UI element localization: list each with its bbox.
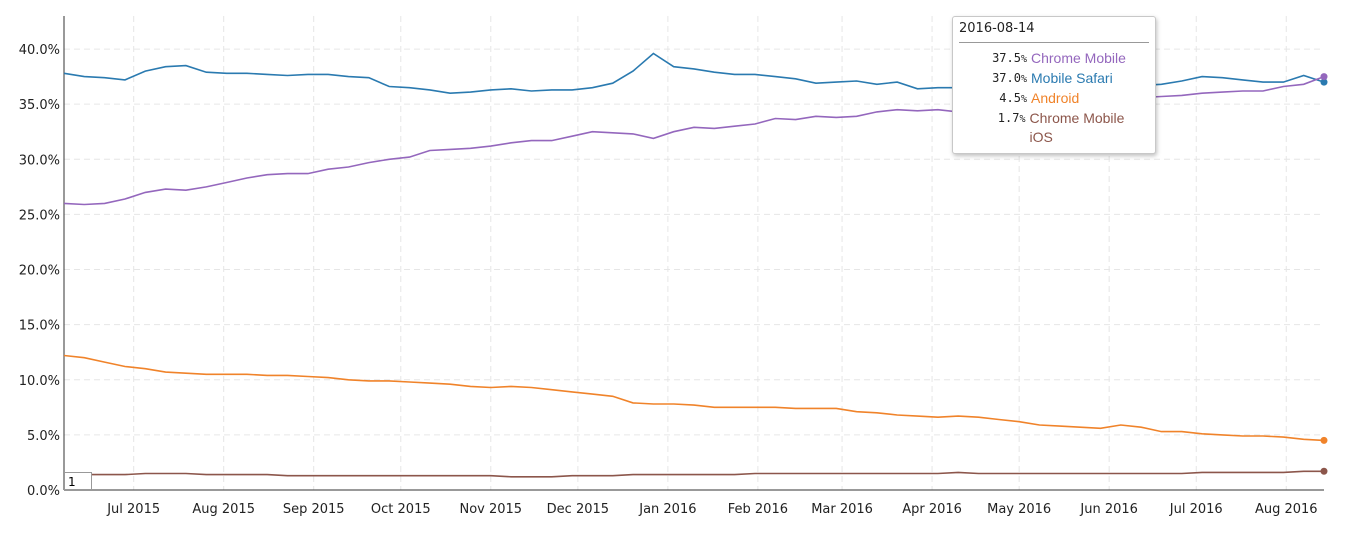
tooltip-value: 37.0% <box>992 71 1027 85</box>
tooltip-series-name: Mobile Safari <box>1031 70 1113 86</box>
tooltip-row: 37.5% Chrome Mobile <box>959 49 1149 69</box>
axes: 0.0% 5.0% 10.0% 15.0% 20.0% 25.0% 30.0% 35.0% 40… <box>19 16 1324 517</box>
grid-lines <box>64 16 1324 490</box>
tooltip-date: 2016-08-14 <box>959 21 1149 43</box>
x-tick-label: Sep 2015 <box>283 502 345 517</box>
series-line-android <box>63 354 1325 442</box>
y-tick-label: 40.0% <box>19 43 60 58</box>
x-tick-label: Nov 2015 <box>459 502 522 517</box>
y-tick-label: 0.0% <box>27 484 60 499</box>
x-tick-label: Oct 2015 <box>371 502 431 517</box>
tooltip-row: 37.0% Mobile Safari <box>959 69 1149 89</box>
x-tick-label: Apr 2016 <box>902 502 962 517</box>
y-tick-label: 15.0% <box>19 319 60 334</box>
y-tick-label: 5.0% <box>27 429 60 444</box>
hover-tooltip: 2016-08-14 37.5% Chrome Mobile 37.0% Mobile… <box>952 16 1156 154</box>
tooltip-series-name: Android <box>1031 90 1080 106</box>
x-tick-label: Jun 2016 <box>1079 502 1138 517</box>
x-tick-label: Jul 2016 <box>1169 502 1223 517</box>
x-tick-label: Feb 2016 <box>728 502 788 517</box>
series-line-chrome-mobile-ios <box>64 470 1324 478</box>
tooltip-series-name: Chrome Mobile iOS <box>1029 110 1125 145</box>
series-markers <box>1320 73 1328 475</box>
y-tick-label: 10.0% <box>19 374 60 389</box>
y-tick-label: 30.0% <box>19 153 60 168</box>
tooltip-unit: % <box>1019 114 1026 125</box>
y-tick-label: 20.0% <box>19 264 60 279</box>
x-tick-label: Jul 2015 <box>106 502 160 517</box>
tooltip-value: 4.5% <box>999 91 1027 105</box>
series-marker-mobile-safari <box>1320 78 1328 86</box>
tooltip-value: 37.5% <box>992 51 1027 65</box>
y-tick-label: 35.0% <box>19 98 60 113</box>
tooltip-value: 1.7% <box>997 111 1026 125</box>
x-tick-label: May 2016 <box>987 502 1051 517</box>
tooltip-series-name: Chrome Mobile <box>1031 50 1126 66</box>
series-marker-chrome-mobile <box>1320 73 1328 81</box>
rolling-period-input[interactable]: 1 <box>64 472 92 490</box>
series-marker-chrome-mobile-ios <box>1320 467 1328 475</box>
y-tick-label: 25.0% <box>19 208 60 223</box>
x-tick-label: Aug 2015 <box>192 502 255 517</box>
tooltip-unit: % <box>1020 94 1027 105</box>
tooltip-unit: % <box>1020 74 1027 85</box>
x-tick-label: Dec 2015 <box>547 502 609 517</box>
x-tick-label: Mar 2016 <box>811 502 873 517</box>
x-tick-label: Aug 2016 <box>1255 502 1318 517</box>
tooltip-row: 4.5% Android <box>959 89 1149 109</box>
series-marker-android <box>1320 436 1328 444</box>
tooltip-unit: % <box>1020 54 1027 65</box>
tooltip-rows: 37.5% Chrome Mobile 37.0% Mobile Safari 4.5%… <box>959 49 1149 147</box>
x-tick-label: Jan 2016 <box>638 502 696 517</box>
tooltip-row: 1.7% Chrome Mobile iOS <box>959 109 1149 147</box>
